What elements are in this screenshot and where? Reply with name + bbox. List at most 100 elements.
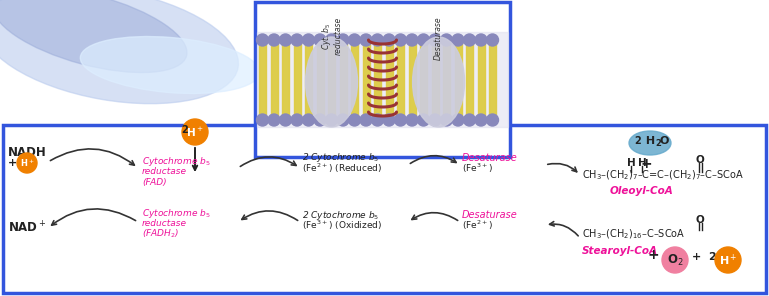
Circle shape — [268, 114, 280, 126]
Circle shape — [383, 34, 395, 46]
Text: 2: 2 — [181, 125, 188, 135]
Circle shape — [475, 114, 487, 126]
Text: 2: 2 — [655, 139, 661, 149]
Bar — [362, 40, 369, 120]
Text: O: O — [696, 215, 704, 225]
Circle shape — [360, 114, 372, 126]
Circle shape — [302, 34, 315, 46]
Ellipse shape — [0, 0, 187, 73]
Text: (Fe$^{3+}$) (Oxidized): (Fe$^{3+}$) (Oxidized) — [302, 218, 382, 232]
Ellipse shape — [413, 37, 464, 127]
Circle shape — [348, 114, 361, 126]
Text: Oleoyl-CoA: Oleoyl-CoA — [610, 186, 674, 196]
Bar — [259, 40, 266, 120]
Circle shape — [464, 114, 475, 126]
Bar — [397, 40, 404, 120]
Bar — [443, 40, 450, 120]
Circle shape — [325, 34, 338, 46]
Text: Desaturase: Desaturase — [434, 16, 443, 59]
Text: reductase: reductase — [142, 220, 187, 229]
Circle shape — [182, 119, 208, 145]
Text: Cyt. $b_5$
reductase: Cyt. $b_5$ reductase — [320, 17, 343, 55]
Circle shape — [291, 34, 303, 46]
Text: (Fe$^{2+}$) (Reduced): (Fe$^{2+}$) (Reduced) — [302, 161, 382, 175]
Circle shape — [337, 114, 349, 126]
Text: H$^+$: H$^+$ — [20, 157, 35, 169]
Text: H$^+$: H$^+$ — [186, 126, 204, 139]
Text: O$_2$: O$_2$ — [667, 252, 684, 268]
Text: H: H — [642, 136, 655, 146]
Text: CH$_3$–(CH$_2$)$_7$–C=C–(CH$_2$)$_7$–C–SCoA: CH$_3$–(CH$_2$)$_7$–C=C–(CH$_2$)$_7$–C–S… — [582, 168, 744, 182]
Circle shape — [429, 34, 441, 46]
Circle shape — [406, 114, 418, 126]
Text: Stearoyl-CoA: Stearoyl-CoA — [582, 246, 658, 256]
Circle shape — [314, 114, 326, 126]
Text: Desaturase: Desaturase — [462, 210, 518, 220]
Circle shape — [302, 114, 315, 126]
Circle shape — [418, 114, 430, 126]
Circle shape — [487, 114, 498, 126]
Circle shape — [337, 34, 349, 46]
Bar — [454, 40, 461, 120]
Bar — [317, 40, 324, 120]
Circle shape — [452, 114, 464, 126]
Text: (Fe$^{2+}$): (Fe$^{2+}$) — [462, 218, 493, 232]
Text: Desaturase: Desaturase — [462, 153, 518, 163]
Circle shape — [441, 34, 452, 46]
Bar — [408, 40, 415, 120]
Bar — [294, 40, 301, 120]
Text: 2 Cytochrome $b_5$: 2 Cytochrome $b_5$ — [302, 152, 379, 165]
Circle shape — [394, 34, 407, 46]
Text: +  2: + 2 — [692, 252, 717, 262]
Circle shape — [394, 114, 407, 126]
Text: (Fe$^{3+}$): (Fe$^{3+}$) — [462, 161, 493, 175]
Circle shape — [429, 114, 441, 126]
Text: 2: 2 — [634, 136, 641, 146]
Text: O: O — [660, 136, 669, 146]
Text: NADH: NADH — [8, 146, 47, 158]
Circle shape — [406, 34, 418, 46]
Text: Cytochrome $b_5$: Cytochrome $b_5$ — [142, 207, 211, 221]
Circle shape — [662, 247, 688, 273]
Bar — [328, 40, 335, 120]
Circle shape — [371, 34, 384, 46]
Bar — [351, 40, 358, 120]
Circle shape — [452, 34, 464, 46]
Ellipse shape — [305, 37, 358, 127]
Circle shape — [291, 114, 303, 126]
Circle shape — [257, 114, 268, 126]
Text: (FADH$_2$): (FADH$_2$) — [142, 228, 179, 240]
Circle shape — [418, 34, 430, 46]
Circle shape — [279, 114, 291, 126]
Bar — [431, 40, 438, 120]
Text: (FAD): (FAD) — [142, 178, 167, 186]
Circle shape — [383, 114, 395, 126]
Circle shape — [487, 34, 498, 46]
Circle shape — [360, 34, 372, 46]
FancyBboxPatch shape — [255, 2, 510, 157]
Ellipse shape — [80, 36, 260, 94]
Bar — [271, 40, 278, 120]
Bar — [339, 40, 347, 120]
Circle shape — [371, 114, 384, 126]
Bar — [466, 40, 473, 120]
Text: H: H — [638, 158, 647, 168]
Circle shape — [715, 247, 741, 273]
Text: +: + — [640, 157, 652, 171]
Circle shape — [17, 153, 37, 173]
Circle shape — [464, 34, 475, 46]
Text: H$^+$: H$^+$ — [719, 252, 737, 268]
Circle shape — [441, 114, 452, 126]
Ellipse shape — [629, 131, 671, 155]
Circle shape — [268, 34, 280, 46]
Text: +: + — [647, 248, 659, 262]
Circle shape — [314, 34, 326, 46]
Bar — [282, 40, 289, 120]
Bar — [374, 40, 381, 120]
Circle shape — [348, 34, 361, 46]
Text: 2 Cytochrome $b_5$: 2 Cytochrome $b_5$ — [302, 208, 379, 221]
Text: NAD$^+$: NAD$^+$ — [8, 220, 46, 236]
Bar — [478, 40, 484, 120]
Circle shape — [325, 114, 338, 126]
Bar — [420, 40, 427, 120]
